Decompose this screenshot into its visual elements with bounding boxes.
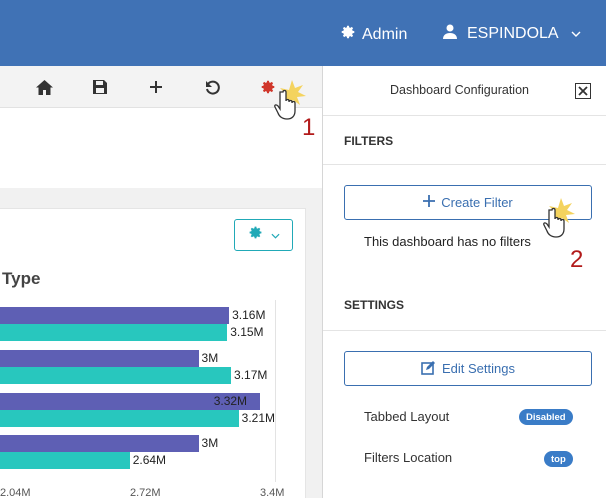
click-cursor-icon	[541, 196, 577, 245]
widget-title: Type	[2, 269, 41, 288]
widget-settings-button[interactable]	[234, 219, 293, 251]
chart-bar[interactable]	[0, 435, 199, 452]
bar-value-label: 3.32M	[213, 394, 248, 408]
close-icon[interactable]	[575, 83, 591, 99]
bar-value-label: 3.21M	[241, 411, 276, 425]
bar-value-label: 3.17M	[234, 368, 268, 382]
x-tick-label: 3.4M	[260, 487, 285, 499]
gear-icon	[340, 24, 356, 45]
dashboard-toolbar	[0, 66, 322, 108]
tabbed-layout-label: Tabbed Layout	[364, 409, 450, 424]
bar-value-label: 3.16M	[232, 308, 266, 322]
filters-location-label: Filters Location	[364, 450, 453, 465]
bar-value-label: 3M	[201, 351, 219, 365]
chart-bar[interactable]	[0, 350, 199, 367]
divider	[323, 330, 606, 331]
chevron-down-icon	[270, 226, 280, 244]
undo-icon[interactable]	[203, 78, 221, 96]
chart-bar[interactable]	[0, 452, 130, 469]
chart-bar[interactable]	[0, 410, 239, 427]
create-filter-label: Create Filter	[441, 195, 513, 210]
chart-bar[interactable]	[0, 307, 230, 324]
settings-heading: SETTINGS	[344, 298, 405, 312]
chart-gridline	[275, 300, 276, 482]
edit-settings-label: Edit Settings	[442, 361, 515, 376]
bar-value-label: 2.64M	[132, 453, 167, 467]
gear-icon[interactable]	[259, 78, 277, 96]
dashboard-config-panel: Dashboard Configuration FILTERS Create F…	[322, 66, 606, 498]
bar-value-label: 3.15M	[230, 325, 264, 339]
step-1-marker: 1	[302, 114, 316, 141]
edit-settings-button[interactable]: Edit Settings	[344, 351, 592, 386]
home-icon[interactable]	[35, 78, 53, 96]
admin-label: Admin	[362, 25, 408, 43]
save-icon[interactable]	[91, 78, 109, 96]
no-filters-text: This dashboard has no filters	[364, 234, 531, 249]
plus-icon	[423, 195, 436, 210]
user-name: ESPINDOLA	[467, 25, 559, 42]
x-tick-label: 2.04M	[0, 487, 31, 499]
divider	[323, 164, 606, 165]
edit-icon	[421, 360, 436, 378]
filters-location-badge[interactable]: top	[544, 451, 573, 467]
chart-bar[interactable]	[0, 324, 228, 341]
chevron-down-icon	[571, 28, 581, 40]
panel-title: Dashboard Configuration	[390, 83, 529, 97]
panel-header: Dashboard Configuration	[323, 66, 606, 116]
click-cursor-icon	[272, 78, 308, 127]
user-menu[interactable]: ESPINDOLA	[443, 24, 581, 44]
bar-value-label: 3M	[201, 436, 219, 450]
user-icon	[443, 24, 457, 44]
filters-heading: FILTERS	[344, 134, 394, 148]
top-navbar: Admin ESPINDOLA	[0, 0, 606, 66]
dashboard-header-area	[0, 108, 322, 188]
admin-menu[interactable]: Admin	[340, 24, 407, 45]
plus-icon[interactable]	[147, 78, 165, 96]
tabbed-layout-badge[interactable]: Disabled	[519, 409, 573, 425]
x-tick-label: 2.72M	[130, 487, 161, 499]
step-2-marker: 2	[570, 246, 584, 273]
chart-bar[interactable]	[0, 393, 260, 410]
gear-icon	[248, 225, 263, 245]
chart-bar[interactable]	[0, 367, 232, 384]
